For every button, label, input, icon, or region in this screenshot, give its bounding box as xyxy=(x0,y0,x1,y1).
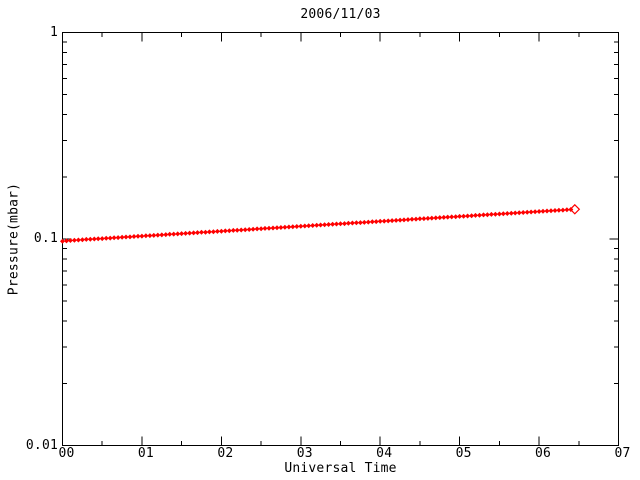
x-tick-label-03: 03 xyxy=(296,446,313,461)
x-tick-label-05: 05 xyxy=(455,446,472,461)
y-axis-title: Pressure(mbar) xyxy=(6,182,22,296)
y-tick-label-0p1: 0.1 xyxy=(33,231,58,246)
x-tick-label-02: 02 xyxy=(217,446,234,461)
chart-title: 2006/11/03 xyxy=(300,7,381,22)
x-tick-label-06: 06 xyxy=(535,446,552,461)
x-tick-label-04: 04 xyxy=(376,446,393,461)
y-tick-label-1: 1 xyxy=(49,24,58,40)
plot-border xyxy=(62,32,619,446)
x-tick-label-07: 07 xyxy=(614,446,631,461)
data-points xyxy=(60,207,574,244)
axis-ticks xyxy=(62,32,619,446)
y-tick-label-0p01: 0.01 xyxy=(25,437,58,453)
x-axis-title: Universal Time xyxy=(284,461,397,476)
latest-point-marker xyxy=(569,203,581,215)
x-tick-label-00: 00 xyxy=(58,446,75,461)
x-tick-label-01: 01 xyxy=(137,446,154,461)
